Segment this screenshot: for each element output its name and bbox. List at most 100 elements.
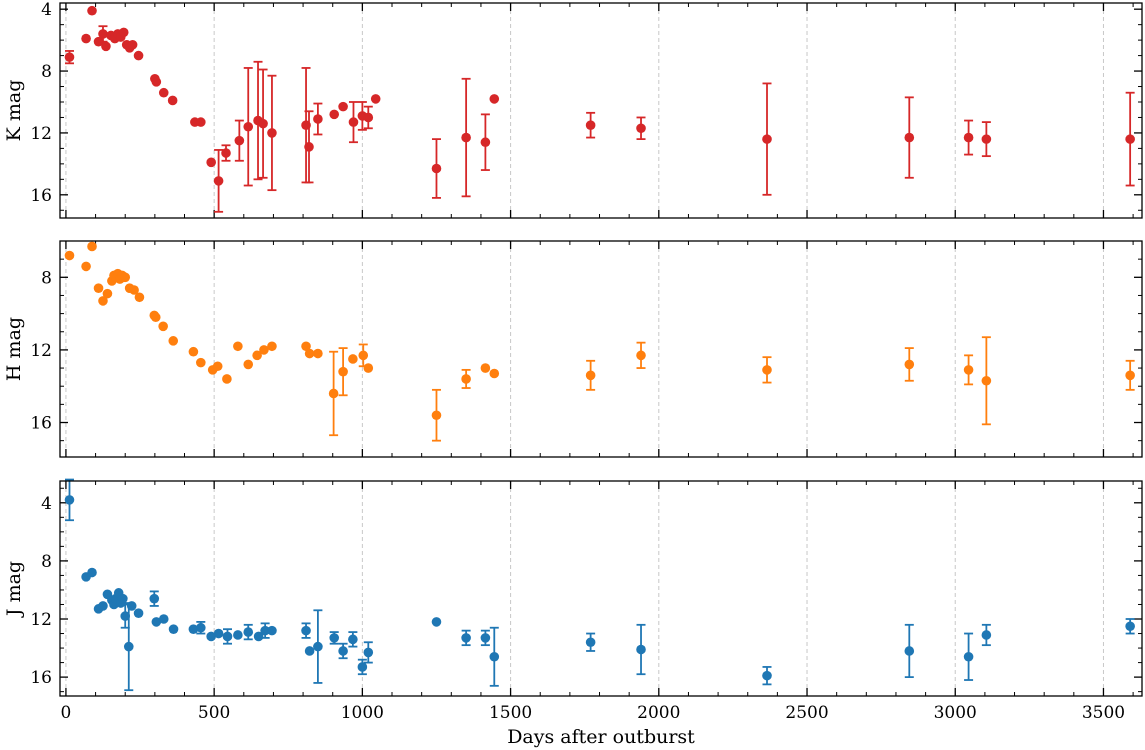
data-point xyxy=(904,132,915,143)
data-point xyxy=(338,101,348,112)
data-point xyxy=(329,633,340,643)
y-tick-label: 8 xyxy=(41,268,52,288)
data-point xyxy=(338,646,348,656)
x-tick-label: 0 xyxy=(61,703,72,723)
data-point xyxy=(636,350,646,361)
data-point xyxy=(120,611,131,621)
y-axis-title-h: H mag xyxy=(3,317,25,381)
x-tick-label: 500 xyxy=(198,703,230,723)
data-point xyxy=(243,359,254,370)
data-point xyxy=(489,94,500,104)
panel-frame xyxy=(59,240,1143,458)
data-point xyxy=(304,646,315,656)
data-point xyxy=(233,341,243,352)
data-point xyxy=(1125,134,1135,144)
data-point xyxy=(762,134,772,144)
data-point xyxy=(98,29,108,39)
data-point xyxy=(221,148,231,158)
data-point xyxy=(762,670,772,681)
data-point xyxy=(234,135,245,146)
x-tick-label: 3000 xyxy=(934,703,977,723)
data-point xyxy=(489,651,500,662)
series-h xyxy=(64,241,1135,442)
series-k xyxy=(64,5,1135,213)
data-point xyxy=(243,121,254,132)
panel-frame xyxy=(59,2,1143,219)
data-point xyxy=(259,345,269,355)
data-point xyxy=(64,250,75,261)
data-point xyxy=(126,601,137,611)
data-point xyxy=(252,350,262,361)
data-point xyxy=(168,336,179,346)
data-point xyxy=(301,625,311,636)
data-point xyxy=(981,375,992,386)
data-point xyxy=(243,627,254,637)
data-point xyxy=(461,132,471,143)
data-point xyxy=(222,631,233,642)
data-point xyxy=(213,176,224,186)
x-tick-label: 1500 xyxy=(489,703,532,723)
y-tick-label: 16 xyxy=(30,186,52,206)
data-point xyxy=(358,350,369,361)
data-point xyxy=(102,288,113,299)
data-point xyxy=(87,5,97,16)
data-point xyxy=(133,608,144,618)
data-point xyxy=(585,637,596,648)
data-point xyxy=(461,633,471,643)
data-point xyxy=(158,321,168,332)
data-point xyxy=(267,128,277,138)
data-point xyxy=(1125,370,1135,381)
data-point xyxy=(585,120,596,130)
data-point xyxy=(196,622,206,633)
data-point xyxy=(480,137,491,148)
data-point xyxy=(93,283,104,293)
x-tick-label: 1000 xyxy=(341,703,384,723)
y-tick-label: 4 xyxy=(41,0,52,20)
y-tick-label: 8 xyxy=(41,62,52,82)
data-point xyxy=(149,593,160,604)
data-point xyxy=(233,630,243,640)
data-point xyxy=(213,628,224,639)
data-point xyxy=(431,163,442,174)
y-tick-label: 12 xyxy=(30,124,52,144)
data-point xyxy=(212,361,223,372)
data-point xyxy=(87,567,97,578)
data-point xyxy=(363,363,374,373)
data-point xyxy=(904,359,915,370)
data-point xyxy=(222,374,232,384)
data-point xyxy=(981,134,992,144)
data-point xyxy=(134,292,145,303)
data-point xyxy=(167,95,178,106)
data-point xyxy=(431,410,442,421)
panel-j: 4 8 12 16 J mag xyxy=(3,478,1143,697)
data-point xyxy=(338,366,348,377)
data-point xyxy=(118,27,129,38)
data-point xyxy=(267,341,277,352)
data-point xyxy=(118,593,128,604)
data-point xyxy=(329,109,340,120)
data-point xyxy=(188,624,199,634)
data-point xyxy=(304,142,314,152)
data-point xyxy=(129,285,139,295)
data-point xyxy=(363,112,374,123)
data-point xyxy=(258,118,268,129)
panel-k: 4 8 12 16 K mag xyxy=(3,0,1143,219)
y-axis-title-j: J mag xyxy=(3,561,25,618)
data-point xyxy=(762,365,772,375)
data-point xyxy=(158,87,169,98)
data-point xyxy=(120,272,131,283)
data-point xyxy=(196,357,206,368)
data-point xyxy=(151,77,162,87)
panels-group: 4 8 12 16 K mag 8 12 16 H mag 4 8 12 16 J mag xyxy=(3,0,1143,697)
y-tick-label: 16 xyxy=(30,668,52,688)
data-point xyxy=(636,644,646,655)
y-tick-label: 4 xyxy=(41,494,52,514)
data-point xyxy=(151,617,162,627)
y-tick-label: 8 xyxy=(41,552,52,572)
data-point xyxy=(168,624,179,634)
data-point xyxy=(313,348,323,359)
data-point xyxy=(313,114,323,124)
data-point xyxy=(348,354,358,364)
data-point xyxy=(150,312,161,323)
